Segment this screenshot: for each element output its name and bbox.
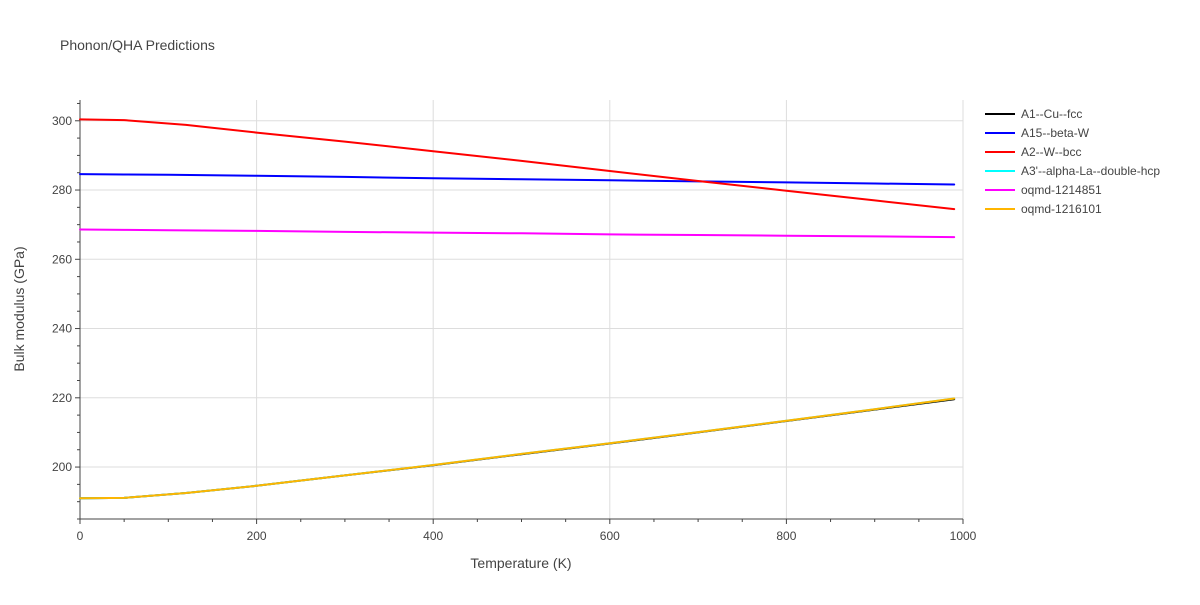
legend-item[interactable]: A15--beta-W — [985, 126, 1090, 140]
x-tick-label: 0 — [77, 529, 84, 543]
y-axis-label: Bulk modulus (GPa) — [11, 246, 27, 371]
series-line-6 — [79, 397, 956, 500]
legend-label: A3'--alpha-La--double-hcp — [1021, 164, 1160, 178]
series-layer — [79, 118, 956, 500]
x-tick-label: 600 — [600, 529, 620, 543]
y-tick-label: 200 — [52, 460, 72, 474]
legend-item[interactable]: oqmd-1214851 — [985, 183, 1102, 197]
series-line-3 — [79, 118, 956, 211]
legend-label: A1--Cu--fcc — [1021, 107, 1082, 121]
y-tick-label: 300 — [52, 114, 72, 128]
x-tick-label: 1000 — [950, 529, 977, 543]
legend-label: A2--W--bcc — [1021, 145, 1081, 159]
y-tick-label: 260 — [52, 252, 72, 266]
legend[interactable]: A1--Cu--fcc A15--beta-W A2--W--bcc A3'--alp… — [985, 107, 1160, 216]
legend-label: A15--beta-W — [1021, 126, 1090, 140]
x-tick-label: 200 — [247, 529, 267, 543]
x-tick-label: 800 — [776, 529, 796, 543]
x-tick-label: 400 — [423, 529, 443, 543]
series-line-2 — [79, 173, 956, 186]
y-tick-label: 240 — [52, 322, 72, 336]
y-tick-label: 280 — [52, 183, 72, 197]
series-line-5 — [79, 228, 956, 239]
legend-item[interactable]: oqmd-1216101 — [985, 202, 1102, 216]
legend-label: oqmd-1214851 — [1021, 183, 1102, 197]
chart-title: Phonon/QHA Predictions — [60, 37, 215, 53]
legend-item[interactable]: A1--Cu--fcc — [985, 107, 1082, 121]
y-tick-label: 220 — [52, 391, 72, 405]
x-axis-label: Temperature (K) — [470, 555, 571, 571]
legend-label: oqmd-1216101 — [1021, 202, 1102, 216]
axes-layer: 0 200 400 600 800 1000 200 220 240 260 280 300 — [52, 100, 977, 543]
legend-item[interactable]: A2--W--bcc — [985, 145, 1081, 159]
grid-layer — [80, 100, 964, 519]
legend-item[interactable]: A3'--alpha-La--double-hcp — [985, 164, 1160, 178]
